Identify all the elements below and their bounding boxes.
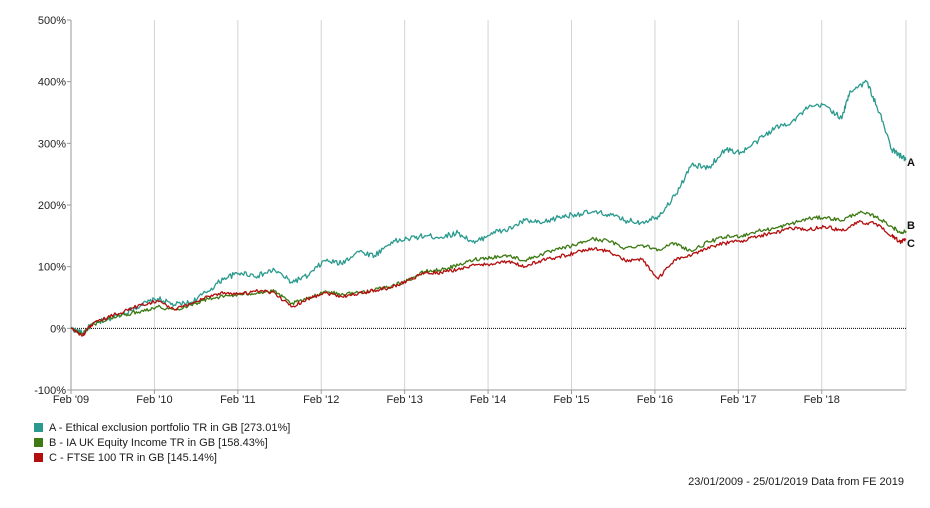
- end-label-b: B: [907, 220, 915, 232]
- x-tick-label: Feb '11: [220, 394, 256, 406]
- chart-grid: [153, 20, 823, 390]
- series-line-c: [70, 219, 907, 337]
- source-note: 23/01/2009 - 25/01/2019 Data from FE 201…: [688, 476, 904, 488]
- end-label-c: C: [907, 238, 915, 250]
- legend-swatch-a: [34, 423, 43, 432]
- y-tick-label: -100%: [34, 385, 66, 397]
- series-end-labels: A BC: [907, 157, 915, 250]
- end-label-a: A: [907, 157, 915, 169]
- y-tick-label: 0%: [50, 323, 66, 335]
- x-tick-label: Feb '17: [720, 394, 756, 406]
- tick-labels: 500% 400% 300% 200% 100% 0% -100%Feb '09 Feb '1…: [34, 15, 840, 406]
- legend: A - Ethical exclusion portfolio TR in GB…: [34, 420, 290, 465]
- y-tick-label: 100%: [38, 262, 66, 274]
- legend-item-c: C - FTSE 100 TR in GB [145.14%]: [34, 450, 290, 465]
- legend-item-a: A - Ethical exclusion portfolio TR in GB…: [34, 420, 290, 435]
- legend-item-b: B - IA UK Equity Income TR in GB [158.43…: [34, 435, 290, 450]
- legend-label-c: C - FTSE 100 TR in GB [145.14%]: [49, 451, 217, 464]
- y-tick-label: 300%: [38, 138, 66, 150]
- x-tick-label: Feb '15: [553, 394, 589, 406]
- series-lines: [70, 79, 907, 337]
- x-tick-label: Feb '09: [53, 394, 89, 406]
- legend-label-a: A - Ethical exclusion portfolio TR in GB…: [49, 421, 291, 434]
- x-tick-label: Feb '12: [303, 394, 339, 406]
- legend-label-b: B - IA UK Equity Income TR in GB [158.43…: [49, 436, 268, 449]
- x-tick-label: Feb '18: [804, 394, 840, 406]
- legend-swatch-c: [34, 453, 43, 462]
- x-tick-label: Feb '10: [136, 394, 172, 406]
- x-tick-label: Feb '13: [386, 394, 422, 406]
- x-tick-label: Feb '16: [637, 394, 673, 406]
- series-line-a: [70, 79, 907, 336]
- legend-swatch-b: [34, 438, 43, 447]
- y-tick-label: 500%: [38, 15, 66, 27]
- x-tick-label: Feb '14: [470, 394, 506, 406]
- y-tick-label: 200%: [38, 200, 66, 212]
- chart-axes: [67, 19, 907, 394]
- y-tick-label: 400%: [38, 77, 66, 89]
